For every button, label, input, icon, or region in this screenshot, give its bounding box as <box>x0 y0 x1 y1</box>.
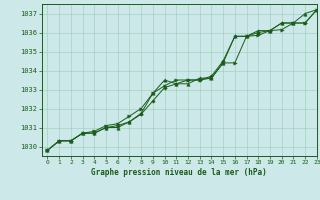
X-axis label: Graphe pression niveau de la mer (hPa): Graphe pression niveau de la mer (hPa) <box>91 168 267 177</box>
